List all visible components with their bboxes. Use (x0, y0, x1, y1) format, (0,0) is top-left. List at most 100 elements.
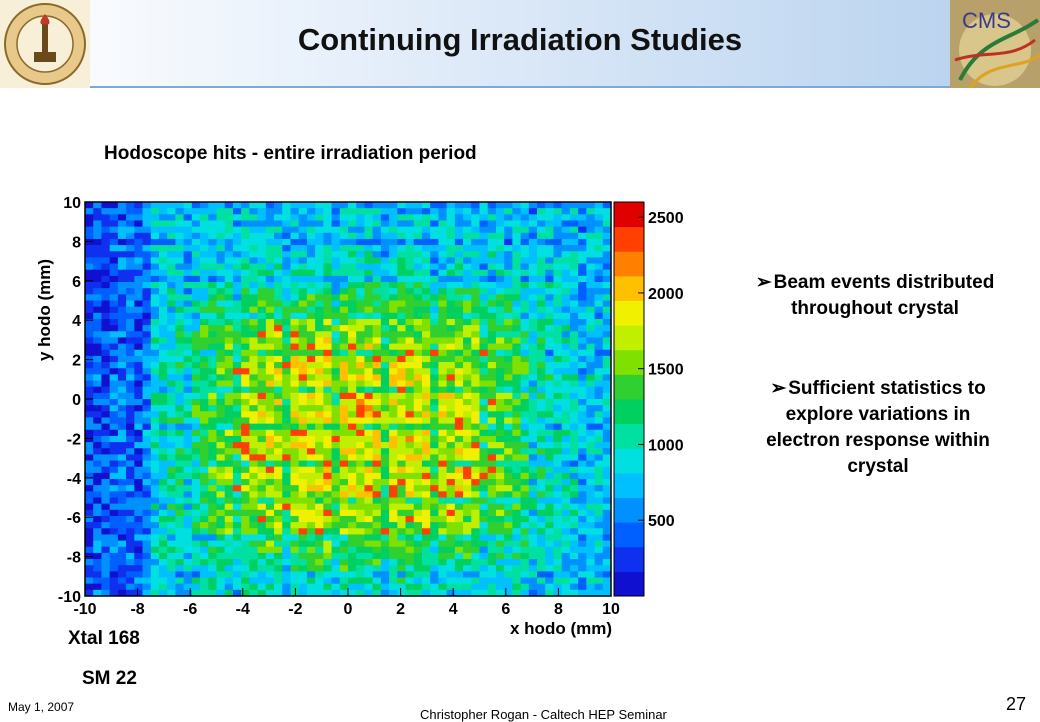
heatmap-cell (191, 448, 201, 455)
heatmap-cell (364, 540, 374, 548)
heatmap-cell (504, 442, 513, 449)
heatmap-cell (265, 331, 275, 338)
heatmap-cell (191, 349, 201, 357)
heatmap-cell (126, 405, 135, 412)
heatmap-cell (200, 294, 209, 301)
heatmap-cell (520, 312, 530, 320)
heatmap-cell (93, 503, 102, 511)
heatmap-cell (594, 349, 604, 357)
heatmap-cell (569, 362, 579, 369)
heatmap-cell (454, 429, 464, 437)
heatmap-cell (191, 263, 201, 271)
heatmap-cell (569, 583, 579, 591)
heatmap-cell (463, 355, 472, 363)
heatmap-cell (471, 312, 480, 320)
heatmap-cell (323, 325, 332, 332)
heatmap-cell (142, 232, 152, 240)
heatmap-cell (265, 429, 275, 437)
heatmap-cell (315, 571, 324, 578)
heatmap-cell (528, 220, 538, 228)
heatmap-cell (117, 442, 127, 449)
heatmap-cell (158, 485, 168, 492)
heatmap-cell (520, 491, 530, 498)
heatmap-cell (380, 472, 390, 480)
heatmap-cell (454, 306, 464, 314)
heatmap-cell (537, 460, 546, 468)
heatmap-cell (348, 318, 357, 326)
heatmap-cell (495, 202, 505, 209)
heatmap-cell (232, 251, 242, 258)
heatmap-cell (504, 306, 513, 314)
palette-swatch (614, 399, 644, 425)
heatmap-cell (290, 355, 300, 363)
heatmap-cell (126, 454, 135, 461)
heatmap-cell (602, 552, 612, 560)
heatmap-cell (545, 343, 554, 351)
heatmap-cell (553, 226, 563, 234)
heatmap-cell (504, 466, 513, 474)
heatmap-cell (520, 515, 530, 523)
heatmap-cell (241, 559, 250, 566)
heatmap-cell (487, 565, 497, 572)
heatmap-cell (249, 515, 258, 523)
heatmap-cell (117, 534, 127, 541)
heatmap-cell (290, 552, 300, 560)
heatmap-cell (134, 466, 143, 474)
heatmap-cell (389, 435, 398, 443)
heatmap-cell (397, 589, 406, 597)
heatmap-cell (249, 565, 258, 572)
heatmap-cell (430, 214, 439, 221)
heatmap-cell (142, 355, 152, 363)
heatmap-cell (471, 522, 480, 529)
heatmap-cell (446, 300, 456, 308)
heatmap-cell (512, 491, 521, 498)
heatmap-cell (101, 534, 111, 541)
heatmap-cell (594, 466, 604, 474)
heatmap-cell (265, 386, 275, 394)
heatmap-cell (356, 220, 365, 228)
heatmap-cell (413, 589, 423, 597)
heatmap-cell (101, 460, 111, 468)
heatmap-cell (109, 269, 119, 277)
heatmap-cell (602, 479, 612, 486)
heatmap-cell (315, 509, 324, 517)
heatmap-cell (512, 417, 521, 425)
heatmap-cell (306, 337, 316, 344)
heatmap-cell (454, 269, 464, 277)
heatmap-cell (134, 485, 143, 492)
heatmap-cell (126, 380, 135, 388)
heatmap-cell (93, 515, 102, 523)
heatmap-cell (594, 392, 604, 400)
heatmap-cell (117, 355, 127, 363)
heatmap-cell (561, 540, 571, 548)
heatmap-cell (224, 583, 234, 591)
heatmap-cell (208, 306, 217, 314)
heatmap-cell (200, 454, 209, 461)
heatmap-cell (339, 226, 349, 234)
heatmap-cell (216, 528, 226, 535)
heatmap-cell (471, 429, 480, 437)
heatmap-cell (569, 448, 579, 455)
heatmap-cell (191, 472, 201, 480)
heatmap-cell (290, 540, 300, 548)
heatmap-cell (586, 226, 595, 234)
heatmap-cell (150, 571, 160, 578)
heatmap-cell (364, 472, 374, 480)
heatmap-cell (528, 331, 538, 338)
heatmap-cell (594, 220, 604, 228)
heatmap-cell (528, 435, 538, 443)
heatmap-cell (200, 245, 209, 252)
heatmap-cell (430, 331, 439, 338)
heatmap-cell (175, 245, 185, 252)
heatmap-cell (504, 522, 513, 529)
heatmap-cell (274, 460, 283, 468)
heatmap-cell (134, 546, 143, 554)
heatmap-cell (602, 522, 612, 529)
heatmap-cell (191, 485, 201, 492)
heatmap-cell (101, 423, 111, 431)
heatmap-cell (298, 275, 308, 283)
heatmap-cell (438, 318, 448, 326)
heatmap-cell (430, 269, 439, 277)
heatmap-cell (504, 411, 513, 418)
heatmap-cell (438, 208, 448, 215)
